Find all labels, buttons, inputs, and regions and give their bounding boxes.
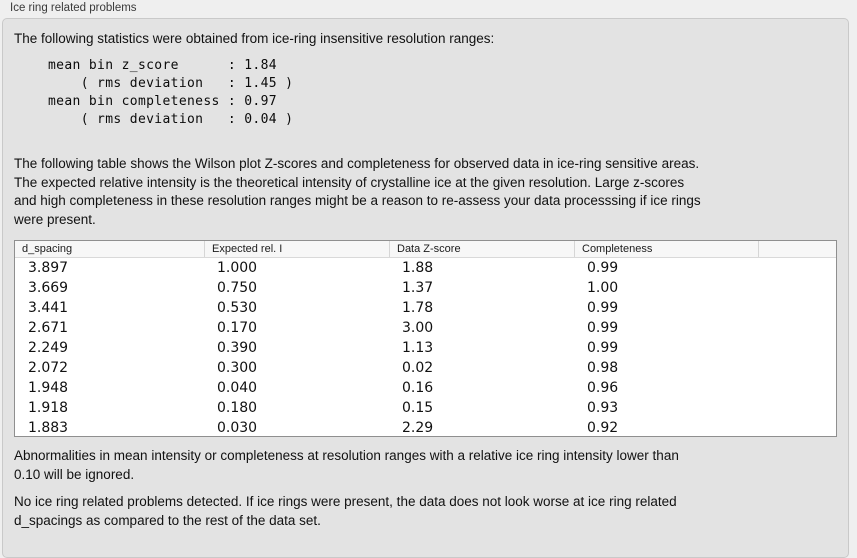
table-cell: 0.96 xyxy=(587,380,619,396)
stats-block: mean bin z_score : 1.84 ( rms deviation … xyxy=(48,58,294,127)
table-row[interactable]: 1.883 0.030 2.29 0.92 xyxy=(15,418,836,438)
table-cell: 0.040 xyxy=(217,380,258,396)
table-cell: 2.249 xyxy=(28,340,69,356)
table-header-row: d_spacing Expected rel. I Data Z-score Comp… xyxy=(15,241,836,258)
table-cell: 0.99 xyxy=(587,260,619,276)
table-body: 3.897 1.000 1.88 0.99 3.669 0.750 1.37 1.00 3.44… xyxy=(15,258,836,438)
table-cell: 1.00 xyxy=(587,280,619,296)
table-row[interactable]: 3.669 0.750 1.37 1.00 xyxy=(15,278,836,298)
table-row[interactable]: 1.948 0.040 0.16 0.96 xyxy=(15,378,836,398)
groupbox-title: Ice ring related problems xyxy=(10,2,137,14)
table-cell: 0.93 xyxy=(587,400,619,416)
table-cell: 1.78 xyxy=(402,300,434,316)
table-cell: 3.669 xyxy=(28,280,69,296)
table-cell: 0.99 xyxy=(587,320,619,336)
table-cell: 2.29 xyxy=(402,420,434,436)
column-header[interactable]: Expected rel. I xyxy=(204,241,389,257)
ignore-note-text: Abnormalities in mean intensity or compl… xyxy=(14,448,679,482)
table-cell: 1.918 xyxy=(28,400,69,416)
column-header[interactable]: Completeness xyxy=(574,241,758,257)
table-cell: 0.530 xyxy=(217,300,258,316)
conclusion-text: No ice ring related problems detected. I… xyxy=(14,494,677,528)
table-cell: 3.00 xyxy=(402,320,434,336)
table-cell: 0.15 xyxy=(402,400,434,416)
table-row[interactable]: 2.671 0.170 3.00 0.99 xyxy=(15,318,836,338)
table-cell: 1.000 xyxy=(217,260,258,276)
ice-ring-table: d_spacing Expected rel. I Data Z-score Comp… xyxy=(14,240,837,437)
table-cell: 0.02 xyxy=(402,360,434,376)
table-cell: 0.300 xyxy=(217,360,258,376)
table-cell: 2.072 xyxy=(28,360,69,376)
table-cell: 1.13 xyxy=(402,340,434,356)
table-row[interactable]: 3.441 0.530 1.78 0.99 xyxy=(15,298,836,318)
table-cell: 3.441 xyxy=(28,300,69,316)
table-cell: 3.897 xyxy=(28,260,69,276)
intro-text: The following statistics were obtained f… xyxy=(14,31,495,46)
table-row[interactable]: 1.918 0.180 0.15 0.93 xyxy=(15,398,836,418)
table-cell: 0.390 xyxy=(217,340,258,356)
table-cell: 0.99 xyxy=(587,300,619,316)
column-header[interactable]: d_spacing xyxy=(22,243,73,255)
table-cell: 0.16 xyxy=(402,380,434,396)
table-cell: 0.98 xyxy=(587,360,619,376)
table-row[interactable]: 3.897 1.000 1.88 0.99 xyxy=(15,258,836,278)
table-cell: 1.948 xyxy=(28,380,69,396)
column-header-spare xyxy=(758,241,836,257)
table-cell: 0.92 xyxy=(587,420,619,436)
table-cell: 0.170 xyxy=(217,320,258,336)
table-description-text: The following table shows the Wilson plo… xyxy=(14,156,701,227)
table-cell: 0.750 xyxy=(217,280,258,296)
table-cell: 1.88 xyxy=(402,260,434,276)
table-cell: 0.99 xyxy=(587,340,619,356)
table-cell: 2.671 xyxy=(28,320,69,336)
table-cell: 1.883 xyxy=(28,420,69,436)
table-row[interactable]: 2.072 0.300 0.02 0.98 xyxy=(15,358,836,378)
table-row[interactable]: 2.249 0.390 1.13 0.99 xyxy=(15,338,836,358)
column-header[interactable]: Data Z-score xyxy=(389,241,574,257)
table-cell: 1.37 xyxy=(402,280,434,296)
table-cell: 0.180 xyxy=(217,400,258,416)
table-cell: 0.030 xyxy=(217,420,258,436)
